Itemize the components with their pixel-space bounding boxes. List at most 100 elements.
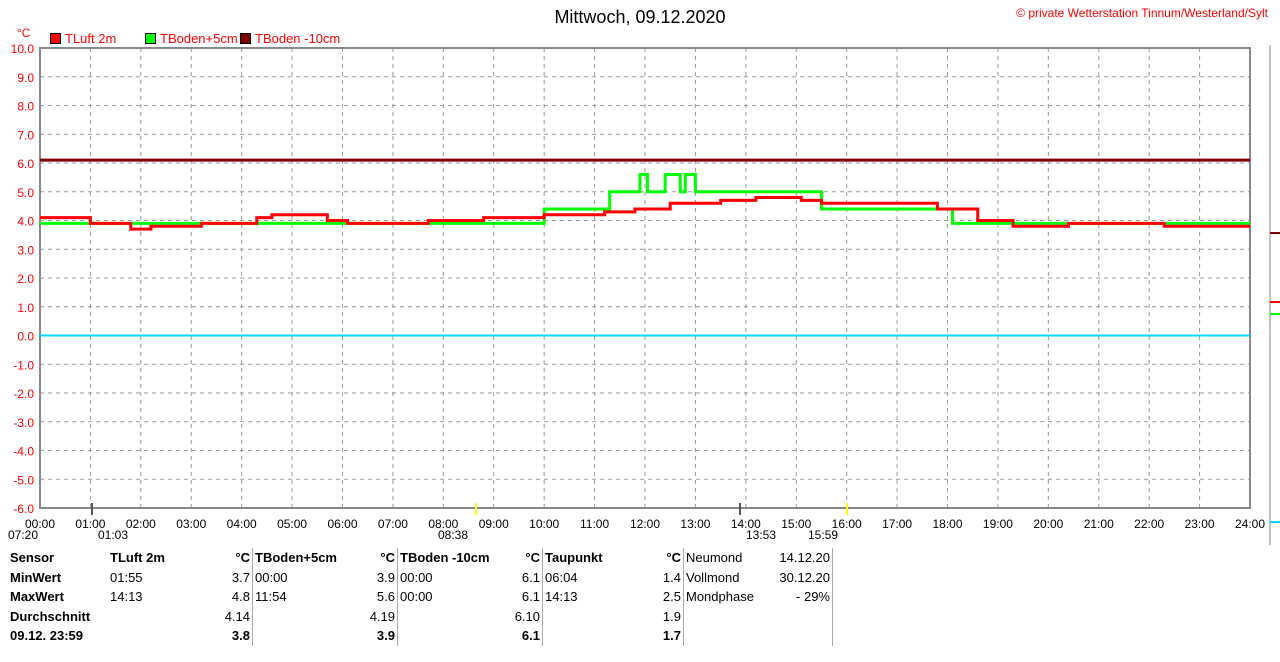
y-tick-label: -5.0 <box>13 473 34 487</box>
copyright: © private Wetterstation Tinnum/Westerlan… <box>1016 6 1268 20</box>
x-tick-label: 12:00 <box>630 517 660 531</box>
y-tick-label: 2.0 <box>17 272 34 286</box>
cell: 06:04 <box>545 569 578 585</box>
cell <box>253 607 362 627</box>
moon-label: Mondphase <box>686 589 754 605</box>
cell: 3.9 <box>361 567 398 587</box>
moon-value: 30.12.20 <box>768 567 833 587</box>
cell: 01:55 <box>110 569 143 585</box>
y-tick-label: -3.0 <box>13 416 34 430</box>
legend-tboden5: TBoden+5cm <box>145 31 238 46</box>
cell <box>398 626 507 646</box>
header-cell: Sensor <box>10 550 55 566</box>
x-tick-label: 10:00 <box>529 517 559 531</box>
y-tick-label: -1.0 <box>13 358 34 372</box>
cell: 1.7 <box>651 626 684 646</box>
header-cell: °C <box>212 548 253 568</box>
cell: 2.5 <box>651 587 684 607</box>
header-cell: Taupunkt <box>545 550 603 566</box>
x-tick-label: 08:00 <box>428 517 458 531</box>
x-tick-label: 17:00 <box>882 517 912 531</box>
stats-table: Sensor TLuft 2m °C TBoden+5cm °C TBoden -10cm… <box>8 548 833 646</box>
cell: 11:54 <box>255 589 287 605</box>
row-label: MinWert <box>10 569 62 585</box>
cell: 00:00 <box>400 589 433 605</box>
x-tick-label: 03:00 <box>176 517 206 531</box>
y-unit: °C <box>17 26 31 40</box>
legend-label: TBoden+5cm <box>160 31 238 46</box>
legend-label: TBoden -10cm <box>255 31 341 46</box>
sunset: 15:59 <box>808 528 839 542</box>
moon-value: - 29% <box>768 587 833 607</box>
x-tick-label: 24:00 <box>1235 517 1265 531</box>
cell: 6.1 <box>506 567 543 587</box>
y-tick-label: 6.0 <box>17 157 34 171</box>
cell: 3.8 <box>212 626 253 646</box>
x-tick-label: 15:00 <box>781 517 811 531</box>
chart: 10.0 9.0 8.0 7.0 6.0 5.0 4.0 3.0 2.0 1.0 0.0 -1.0 -2… <box>11 42 1280 545</box>
cell: 4.19 <box>361 606 398 626</box>
y-tick-label: 3.0 <box>17 243 34 257</box>
x-tick-label: 04:00 <box>227 517 257 531</box>
sunrise: 08:38 <box>438 528 469 542</box>
cell <box>398 607 507 627</box>
y-tick-label: 10.0 <box>11 42 35 56</box>
legend-tluft: TLuft 2m <box>50 31 116 46</box>
moon-label: Neumond <box>686 550 743 566</box>
legend-swatch <box>240 33 251 44</box>
x-tick-label: 06:00 <box>327 517 357 531</box>
cell <box>543 607 652 627</box>
y-tick-label: 1.0 <box>17 301 34 315</box>
row-label: Durchschnitt <box>10 608 91 624</box>
cell: 6.1 <box>506 626 543 646</box>
x-tick-label: 18:00 <box>932 517 962 531</box>
cell: 14:13 <box>110 589 143 605</box>
x-tick-label: 07:00 <box>378 517 408 531</box>
moon-value: 14.12.20 <box>768 548 833 568</box>
x-tick-label: 23:00 <box>1185 517 1215 531</box>
header-cell: TBoden+5cm <box>255 550 337 566</box>
cell: 1.9 <box>651 606 684 626</box>
cell: 14:13 <box>545 589 578 605</box>
header-cell: °C <box>651 548 684 568</box>
x-tick-label: 16:00 <box>832 517 862 531</box>
cell: 6.1 <box>506 587 543 607</box>
cell: 3.9 <box>361 626 398 646</box>
x-tick-label: 00:00 <box>25 517 55 531</box>
legend-label: TLuft 2m <box>65 31 117 46</box>
cell: 00:00 <box>400 569 433 585</box>
x-tick-label: 01:00 <box>75 517 105 531</box>
x-tick-label: 13:00 <box>680 517 710 531</box>
moonset: 01:03 <box>98 528 129 542</box>
moon-label: Vollmond <box>686 569 740 585</box>
x-tick-label: 09:00 <box>479 517 509 531</box>
cell <box>108 626 212 646</box>
x-tick-label: 21:00 <box>1084 517 1114 531</box>
legend-swatch <box>145 33 156 44</box>
cell: 5.6 <box>361 587 398 607</box>
legend-swatch <box>50 33 61 44</box>
x-tick-label: 11:00 <box>580 517 609 531</box>
daylength: 07:20 <box>8 528 39 542</box>
cell: 3.7 <box>212 567 253 587</box>
y-tick-label: -6.0 <box>13 502 34 516</box>
plot-frame <box>39 47 1251 509</box>
series-line <box>40 196 1250 231</box>
row-label: 09.12. 23:59 <box>10 628 84 644</box>
cell <box>543 626 652 646</box>
chart-title: Mittwoch, 09.12.2020 <box>554 7 726 27</box>
x-tick-label: 22:00 <box>1134 517 1164 531</box>
cell: 1.4 <box>651 567 684 587</box>
header-cell: °C <box>506 548 543 568</box>
legend-tboden10: TBoden -10cm <box>240 31 340 46</box>
y-tick-label: 9.0 <box>17 71 34 85</box>
header-cell: TLuft 2m <box>110 550 165 566</box>
x-tick-label: 05:00 <box>277 517 307 531</box>
header-cell: TBoden -10cm <box>400 550 490 566</box>
x-tick-label: 02:00 <box>126 517 156 531</box>
x-tick-label: 19:00 <box>983 517 1013 531</box>
cell: 4.8 <box>212 587 253 607</box>
row-label: MaxWert <box>10 589 64 605</box>
header-cell: °C <box>361 548 398 568</box>
cell <box>108 607 212 627</box>
